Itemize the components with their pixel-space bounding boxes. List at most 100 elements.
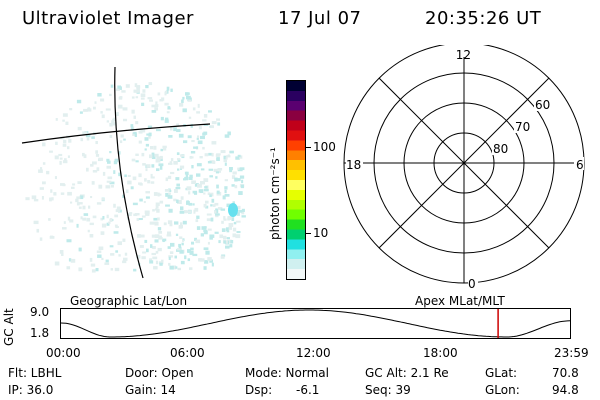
emission-speckle xyxy=(145,143,149,147)
emission-speckle xyxy=(197,140,203,145)
lat-label-80: 80 xyxy=(493,142,508,156)
emission-speckle xyxy=(149,260,154,264)
emission-speckle xyxy=(151,252,157,256)
emission-speckle xyxy=(123,257,128,261)
emission-speckle xyxy=(76,223,79,228)
emission-speckle xyxy=(167,220,173,225)
emission-speckle xyxy=(144,137,149,141)
emission-speckle xyxy=(135,121,139,125)
emission-speckle xyxy=(136,218,139,221)
emission-speckle xyxy=(217,207,223,210)
emission-speckle xyxy=(153,145,157,150)
emission-speckle xyxy=(200,168,205,171)
emission-speckle xyxy=(77,181,82,185)
emission-speckle xyxy=(91,269,96,273)
emission-speckle xyxy=(42,181,46,185)
emission-speckle xyxy=(237,154,241,158)
emission-speckle xyxy=(224,162,227,166)
emission-speckle xyxy=(136,87,140,91)
emission-speckle xyxy=(171,265,177,270)
emission-speckle xyxy=(96,250,102,254)
emission-speckle xyxy=(223,155,227,160)
emission-speckle xyxy=(166,111,170,114)
latitude-line xyxy=(21,123,211,144)
emission-speckle xyxy=(196,226,201,230)
emission-speckle xyxy=(215,208,218,213)
emission-speckle xyxy=(155,159,161,163)
emission-speckle xyxy=(100,111,103,114)
emission-speckle xyxy=(157,227,162,231)
emission-speckle xyxy=(214,231,219,234)
emission-speckle xyxy=(90,196,93,199)
emission-speckle xyxy=(133,268,137,272)
emission-speckle xyxy=(231,184,235,187)
emission-speckle xyxy=(98,157,104,161)
emission-speckle xyxy=(109,181,115,185)
emission-speckle xyxy=(236,178,241,182)
emission-speckle xyxy=(176,248,181,251)
emission-speckle xyxy=(77,126,82,131)
emission-speckle xyxy=(71,186,75,189)
emission-speckle xyxy=(153,246,156,250)
emission-speckle xyxy=(98,184,103,189)
emission-speckle xyxy=(204,153,209,157)
emission-speckle xyxy=(169,223,173,227)
emission-speckle xyxy=(49,150,53,153)
emission-speckle xyxy=(117,241,123,246)
emission-speckle xyxy=(207,228,212,231)
emission-speckle xyxy=(168,190,172,193)
emission-speckle xyxy=(114,158,119,163)
emission-speckle xyxy=(48,218,51,221)
emission-speckle xyxy=(94,101,97,104)
emission-speckle xyxy=(173,127,177,132)
emission-speckle xyxy=(136,85,141,89)
emission-speckle xyxy=(208,110,212,113)
emission-speckle xyxy=(78,247,82,252)
emission-speckle xyxy=(220,150,226,154)
emission-speckle xyxy=(162,145,167,149)
emission-speckle xyxy=(59,157,63,160)
emission-speckle xyxy=(39,237,43,241)
emission-speckle xyxy=(234,177,238,182)
emission-speckle xyxy=(139,234,145,238)
timeline-y-tick-top: 9.0 xyxy=(30,305,50,319)
emission-speckle xyxy=(203,247,209,251)
polar-plot: 12 18 6 0 60 70 80 xyxy=(343,45,585,291)
emission-speckle xyxy=(209,160,215,164)
emission-speckle xyxy=(133,213,138,217)
emission-speckle xyxy=(176,152,180,156)
emission-speckle xyxy=(223,235,227,240)
emission-speckle xyxy=(67,191,72,196)
emission-speckle xyxy=(239,155,243,159)
emission-speckle xyxy=(230,240,234,244)
emission-speckle xyxy=(180,206,184,211)
emission-speckle xyxy=(216,157,220,162)
dsp-label: Dsp: xyxy=(245,383,273,397)
emission-speckle xyxy=(109,151,112,154)
emission-speckle xyxy=(118,151,121,155)
emission-speckle xyxy=(131,96,135,99)
emission-speckle xyxy=(139,183,143,186)
emission-speckle xyxy=(187,210,192,214)
emission-speckle xyxy=(216,190,220,194)
emission-speckle xyxy=(54,176,58,180)
emission-speckle xyxy=(131,158,136,162)
emission-speckle xyxy=(147,180,151,184)
emission-speckle xyxy=(194,237,197,241)
emission-speckle xyxy=(156,208,160,213)
emission-speckle xyxy=(113,117,116,122)
date-label: 17 Jul 07 xyxy=(278,8,362,29)
emission-speckle xyxy=(193,146,198,149)
emission-speckle xyxy=(92,170,98,173)
emission-speckle xyxy=(58,153,63,157)
emission-speckle xyxy=(210,217,214,222)
emission-speckle xyxy=(127,180,132,185)
emission-speckle xyxy=(67,155,70,158)
emission-speckle xyxy=(203,203,207,208)
emission-speckle xyxy=(174,189,178,193)
emission-speckle xyxy=(155,260,158,265)
emission-speckle xyxy=(145,85,149,89)
emission-speckle xyxy=(33,220,39,225)
mlt-label-12: 12 xyxy=(456,48,471,62)
emission-speckle xyxy=(215,213,220,216)
